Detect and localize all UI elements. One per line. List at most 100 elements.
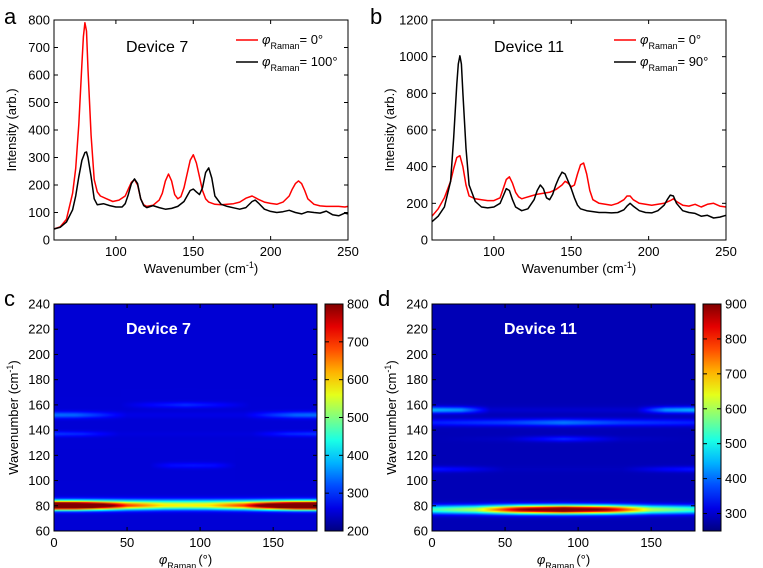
colorbar-tick-label: 700 <box>347 334 369 349</box>
series-line-2 <box>431 55 727 223</box>
y-tick-label: 400 <box>406 159 428 174</box>
y-tick-label: 400 <box>28 123 50 138</box>
x-axis-label: Wavenumber (cm-1) <box>522 260 636 276</box>
colorbar-tick-label: 300 <box>725 506 747 521</box>
x-tick-label: 150 <box>262 535 284 550</box>
y-tick-label: 600 <box>28 68 50 83</box>
x-tick-label: 50 <box>120 535 134 550</box>
y-tick-label: 220 <box>406 322 428 337</box>
y-tick-label: 100 <box>28 473 50 488</box>
y-tick-label: 60 <box>36 524 50 539</box>
device-annotation: Device 11 <box>494 39 564 56</box>
legend-entry: φRaman= 0° <box>640 32 701 51</box>
device-annotation: Device 11 <box>504 321 577 338</box>
colorbar: 200 300 400 500 600 700 800 <box>324 297 369 539</box>
colorbar: 300 400 500 600 700 800 900 <box>702 297 747 532</box>
y-tick-label: 0 <box>421 233 428 248</box>
axes-frame <box>53 303 318 532</box>
y-tick-label: 160 <box>28 397 50 412</box>
colorbar-tick-label: 400 <box>725 471 747 486</box>
series-line-1 <box>53 22 349 230</box>
x-tick-label: 100 <box>189 535 211 550</box>
colorbar-tick-label: 900 <box>725 297 747 312</box>
panel-label-b: b <box>370 4 382 29</box>
y-tick-label: 800 <box>28 13 50 28</box>
y-axis-label: Intensity (arb.) <box>4 88 19 171</box>
panel-a-spectrum: 100 150 200 250 0 100 200 300 400 500 600 700 800 Wav… <box>4 13 359 277</box>
y-tick-label: 240 <box>28 297 50 312</box>
y-tick-label: 160 <box>406 397 428 412</box>
panel-d-heatmap: 0 50 100 150 60 80 100 120 140 160 180 200 220 240 φRa… <box>383 297 747 568</box>
colorbar-tick-label: 800 <box>347 297 369 312</box>
plot-area <box>54 20 348 240</box>
x-tick-label: 0 <box>428 535 435 550</box>
y-tick-label: 240 <box>406 297 428 312</box>
y-tick-label: 200 <box>28 178 50 193</box>
x-tick-label: 200 <box>260 244 282 259</box>
x-axis-label: φRaman (°) <box>159 552 212 568</box>
x-axis-label: φRaman (°) <box>537 552 590 568</box>
x-tick-label: 150 <box>560 244 582 259</box>
colorbar-tick-label: 400 <box>347 448 369 463</box>
y-tick-label: 1000 <box>399 49 428 64</box>
panel-label-d: d <box>378 286 390 311</box>
y-tick-label: 500 <box>28 95 50 110</box>
x-tick-label: 200 <box>638 244 660 259</box>
y-axis-label: Intensity (arb.) <box>382 88 397 171</box>
axes-frame <box>431 303 696 532</box>
y-tick-label: 60 <box>414 524 428 539</box>
x-axis-label: Wavenumber (cm-1) <box>144 260 258 276</box>
colorbar-tick-label: 700 <box>725 366 747 381</box>
legend: φRaman= 0° φRaman= 90° <box>614 32 708 73</box>
y-tick-label: 200 <box>406 347 428 362</box>
panel-label-a: a <box>4 4 17 29</box>
x-tick-label: 100 <box>567 535 589 550</box>
colorbar-gradient <box>702 303 722 532</box>
y-tick-label: 120 <box>406 448 428 463</box>
x-tick-label: 250 <box>337 244 359 259</box>
colorbar-tick-label: 600 <box>347 372 369 387</box>
y-tick-label: 1200 <box>399 13 428 28</box>
legend-entry: φRaman= 0° <box>262 32 323 51</box>
y-tick-label: 220 <box>28 322 50 337</box>
y-tick-label: 100 <box>28 205 50 220</box>
colorbar-tick-label: 800 <box>725 331 747 346</box>
y-tick-label: 140 <box>28 423 50 438</box>
x-tick-label: 150 <box>640 535 662 550</box>
panel-b-spectrum: 100 150 200 250 0 200 400 600 800 1000 1200 Wavenum… <box>382 13 737 277</box>
y-tick-label: 200 <box>28 347 50 362</box>
x-tick-label: 150 <box>182 244 204 259</box>
heatmap-image <box>54 304 317 531</box>
y-tick-label: 180 <box>28 372 50 387</box>
y-tick-label: 800 <box>406 86 428 101</box>
y-tick-label: 100 <box>406 473 428 488</box>
y-axis-label: Wavenumber (cm-1) <box>5 360 21 474</box>
y-tick-label: 300 <box>28 150 50 165</box>
legend-entry: φRaman= 90° <box>640 54 708 73</box>
panel-c-heatmap: 0 50 100 150 60 80 100 120 140 160 180 200 220 240 φRa… <box>5 297 369 568</box>
x-tick-label: 0 <box>50 535 57 550</box>
colorbar-tick-label: 300 <box>347 486 369 501</box>
y-tick-label: 180 <box>406 372 428 387</box>
y-tick-label: 120 <box>28 448 50 463</box>
device-annotation: Device 7 <box>126 39 188 56</box>
x-tick-label: 100 <box>483 244 505 259</box>
series-line-2 <box>53 151 349 230</box>
legend: φRaman= 0° φRaman= 100° <box>236 32 338 73</box>
y-tick-label: 80 <box>414 498 428 513</box>
x-tick-label: 100 <box>105 244 127 259</box>
legend-entry: φRaman= 100° <box>262 54 338 73</box>
colorbar-tick-label: 600 <box>725 401 747 416</box>
colorbar-tick-label: 200 <box>347 524 369 539</box>
panel-label-c: c <box>4 286 15 311</box>
y-tick-label: 0 <box>43 233 50 248</box>
y-tick-label: 200 <box>406 196 428 211</box>
y-axis-label: Wavenumber (cm-1) <box>383 360 399 474</box>
y-tick-label: 80 <box>36 498 50 513</box>
colorbar-tick-label: 500 <box>347 410 369 425</box>
x-tick-label: 50 <box>498 535 512 550</box>
y-tick-label: 700 <box>28 40 50 55</box>
heatmap-image <box>432 304 695 531</box>
device-annotation: Device 7 <box>126 321 191 338</box>
